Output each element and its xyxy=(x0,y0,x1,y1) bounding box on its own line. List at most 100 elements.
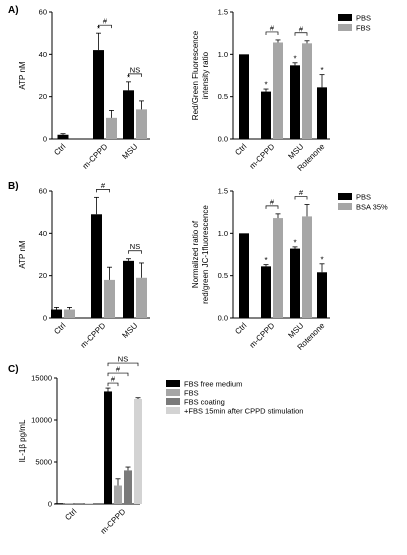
x-tick-label: MSU xyxy=(120,321,139,340)
x-tick-label: Ctrl xyxy=(52,321,67,336)
y-tick-label: 5000 xyxy=(35,458,52,467)
bar-msu-s1 xyxy=(290,65,300,139)
legend-swatch xyxy=(166,380,180,387)
x-tick-label: Ctrl xyxy=(52,142,67,157)
significance-label: # xyxy=(270,23,275,32)
x-tick-label: Ctrl xyxy=(233,142,248,157)
bar-ctrl-s1 xyxy=(239,54,249,140)
panel-letter-2: B) xyxy=(8,181,19,192)
significance-star: * xyxy=(320,66,323,75)
bar-m-cppd-s4 xyxy=(134,399,142,504)
legend-label: +FBS 15min after CPPD stimulation xyxy=(184,407,303,416)
y-tick-label: 0.5 xyxy=(218,92,228,101)
y-tick-label: 0 xyxy=(43,135,47,144)
y-tick-label: 20 xyxy=(39,271,47,280)
bar-m-cppd-s1 xyxy=(93,50,104,139)
significance-bracket xyxy=(128,250,142,254)
bar-m-cppd-s1 xyxy=(91,214,102,318)
bar-msu-s2 xyxy=(136,277,147,318)
legend-label: PBS xyxy=(356,193,371,202)
legend-label: FBS xyxy=(356,24,371,33)
bar-m-cppd-s2 xyxy=(106,117,117,139)
x-tick-label: m-CPPD xyxy=(79,321,108,350)
significance-star: * xyxy=(264,81,267,90)
significance-star: * xyxy=(97,25,100,34)
y-axis-title: ATP nM xyxy=(18,61,27,89)
chart-a-right: 0.0 0.5 1.0 1.5 Red/Green Fluorescenceintens… xyxy=(191,8,371,173)
chart-a-left: 0 20 40 60 ATP nM Ctrl * m-CPPD * MSU # NS xyxy=(18,8,150,171)
y-axis-title: Normalized ratio ofred/green JC-1fluores… xyxy=(191,205,210,304)
bar-rotenone-s1 xyxy=(317,272,327,318)
x-tick-label: MSU xyxy=(120,142,139,161)
bar-ctrl-s1 xyxy=(239,233,249,318)
legend-swatch xyxy=(166,398,180,405)
chart-b-right: 0.0 0.5 1.0 1.5 Normalized ratio ofred/green… xyxy=(191,187,388,352)
chart-b-left: 0 20 40 60 ATP nM Ctrl m-CPPD MSU # NS xyxy=(18,181,150,350)
legend-swatch xyxy=(166,407,180,414)
bar-m-cppd-s1 xyxy=(261,266,271,318)
significance-label: # xyxy=(103,17,108,26)
significance-bracket xyxy=(107,382,119,387)
significance-label: # xyxy=(270,197,275,206)
bar-msu-s1 xyxy=(290,248,300,318)
y-tick-label: 60 xyxy=(39,187,47,196)
significance-star: * xyxy=(127,73,130,82)
y-tick-label: 15000 xyxy=(31,374,52,383)
significance-bracket xyxy=(98,24,112,29)
x-tick-label: m-CPPD xyxy=(81,142,110,171)
bar-m-cppd-s1 xyxy=(104,391,112,504)
bar-msu-s1 xyxy=(123,260,134,318)
x-tick-label: Ctrl xyxy=(63,507,78,522)
y-tick-label: 10000 xyxy=(31,416,52,425)
significance-label: # xyxy=(116,365,121,374)
significance-bracket xyxy=(265,205,279,209)
bar-msu-s2 xyxy=(302,43,312,139)
legend-label: FBS xyxy=(184,389,199,398)
legend-swatch xyxy=(338,24,352,31)
significance-label: NS xyxy=(118,355,128,364)
bar-m-cppd-s2 xyxy=(114,485,122,504)
bar-msu-s1 xyxy=(123,90,134,139)
bar-ctrl-s2 xyxy=(64,309,75,318)
significance-label: # xyxy=(299,188,304,197)
legend-swatch xyxy=(338,14,352,21)
significance-bracket xyxy=(265,31,279,35)
significance-label: # xyxy=(101,181,106,190)
y-tick-label: 0 xyxy=(48,500,52,509)
significance-label: NS xyxy=(130,242,140,251)
legend-swatch xyxy=(166,389,180,396)
x-tick-label: m-CPPD xyxy=(248,142,277,171)
legend-label: FBS free medium xyxy=(184,380,242,389)
bar-ctrl-s1 xyxy=(51,309,62,318)
y-tick-label: 20 xyxy=(39,92,47,101)
bar-m-cppd-s2 xyxy=(104,279,115,318)
x-tick-label: m-CPPD xyxy=(99,507,128,536)
significance-star: * xyxy=(264,256,267,265)
significance-bracket xyxy=(128,73,142,77)
significance-bracket xyxy=(96,189,110,193)
legend-label: FBS coating xyxy=(184,398,225,407)
y-tick-label: 0.5 xyxy=(218,271,228,280)
bar-ctrl-s1 xyxy=(57,134,69,139)
bar-m-cppd-s1 xyxy=(261,91,271,139)
legend-swatch xyxy=(338,193,352,200)
significance-bracket xyxy=(294,196,308,200)
bar-msu-s2 xyxy=(302,216,312,318)
significance-star: * xyxy=(293,54,296,63)
y-axis-title: IL-1β pg/mL xyxy=(18,419,27,462)
y-tick-label: 1.5 xyxy=(218,8,228,17)
panel-letter-3: C) xyxy=(8,364,19,375)
significance-label: NS xyxy=(130,65,140,74)
y-tick-label: 40 xyxy=(39,229,47,238)
significance-bracket xyxy=(107,372,129,377)
y-tick-label: 1.0 xyxy=(218,229,228,238)
x-tick-label: Ctrl xyxy=(233,321,248,336)
bar-m-cppd-s3 xyxy=(124,470,132,504)
legend-swatch xyxy=(338,203,352,210)
significance-star: * xyxy=(293,238,296,247)
y-tick-label: 0 xyxy=(43,314,47,323)
